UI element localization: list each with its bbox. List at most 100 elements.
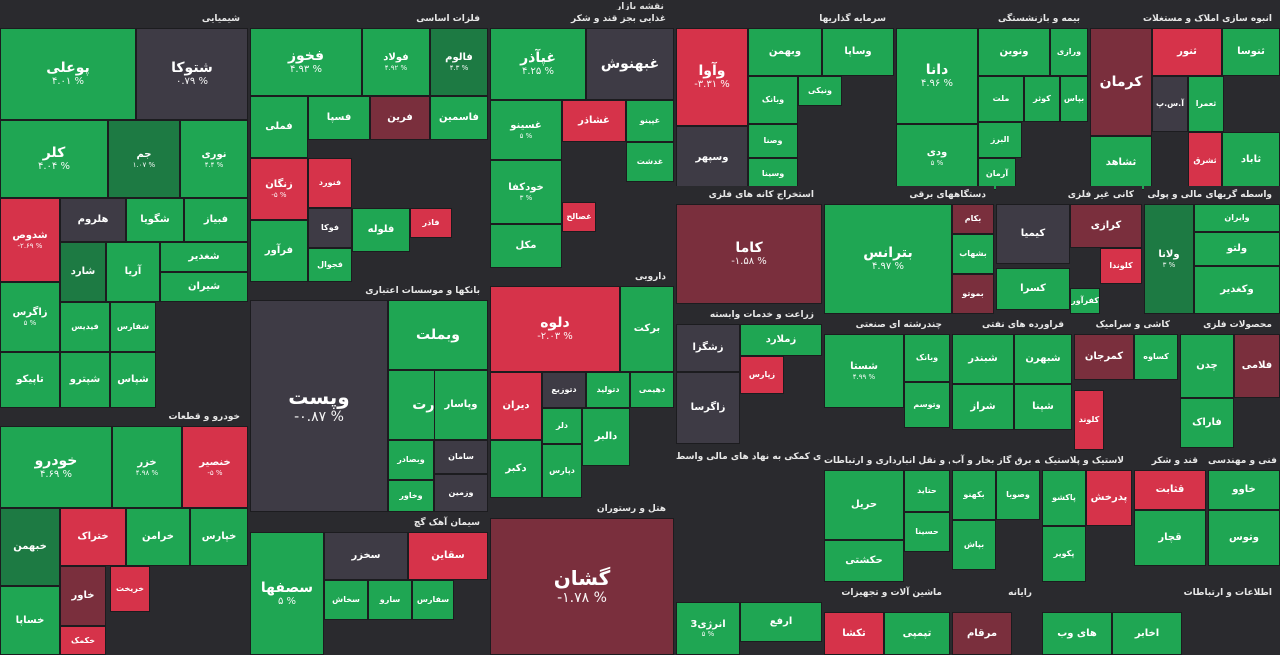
stock-tile[interactable]: خاوو bbox=[1208, 470, 1280, 510]
stock-tile[interactable]: پاکشو bbox=[1042, 470, 1086, 526]
stock-tile[interactable]: زاگرس ۵ % bbox=[0, 282, 60, 352]
stock-tile[interactable]: کلوندا bbox=[1100, 248, 1142, 284]
stock-tile[interactable]: وصنا bbox=[748, 124, 798, 158]
stock-tile[interactable]: وایران bbox=[1194, 204, 1280, 232]
stock-tile[interactable]: سفارس bbox=[412, 580, 454, 620]
stock-tile[interactable]: وتوس bbox=[1208, 510, 1280, 566]
stock-tile[interactable]: ورازی bbox=[1050, 28, 1088, 76]
stock-tile[interactable]: بپاش bbox=[952, 520, 996, 570]
stock-tile[interactable]: فسپا bbox=[308, 96, 370, 140]
stock-tile[interactable]: شپترو bbox=[60, 352, 110, 408]
stock-tile[interactable]: سارو bbox=[368, 580, 412, 620]
stock-tile[interactable]: زپارس bbox=[740, 356, 784, 394]
stock-tile[interactable]: وبانک bbox=[904, 334, 950, 382]
stock-tile[interactable]: وبملت bbox=[388, 300, 488, 370]
stock-tile[interactable]: کاما -۱.۵۸ % bbox=[676, 204, 822, 304]
stock-tile[interactable]: بکام bbox=[952, 204, 994, 234]
stock-tile[interactable]: وکغدیر bbox=[1194, 266, 1280, 314]
stock-tile[interactable]: غسینو ۵ % bbox=[490, 100, 562, 160]
stock-tile[interactable]: فاذر bbox=[410, 208, 452, 238]
stock-tile[interactable]: کرمان bbox=[1090, 28, 1152, 136]
stock-tile[interactable]: دالبر bbox=[582, 408, 630, 466]
stock-tile[interactable]: حتاید bbox=[904, 470, 950, 512]
stock-tile[interactable]: خکمک bbox=[60, 626, 106, 655]
stock-tile[interactable]: البرز bbox=[978, 122, 1022, 158]
stock-tile[interactable]: فلوله bbox=[352, 208, 410, 252]
stock-tile[interactable]: دکبر bbox=[490, 440, 542, 498]
stock-tile[interactable]: وبهمن bbox=[748, 28, 822, 76]
stock-tile[interactable]: نوری ۴.۴ % bbox=[180, 120, 248, 198]
stock-tile[interactable]: ثشرق bbox=[1188, 132, 1222, 190]
stock-tile[interactable]: خساپا bbox=[0, 586, 60, 655]
stock-tile[interactable]: زملارد bbox=[740, 324, 822, 356]
stock-tile[interactable]: دپارس bbox=[542, 444, 582, 498]
stock-tile[interactable]: خنصیر -۵ % bbox=[182, 426, 248, 508]
stock-tile[interactable]: شفارس bbox=[110, 302, 156, 352]
stock-tile[interactable]: خبهمن bbox=[0, 508, 60, 586]
stock-tile[interactable]: غشاذر bbox=[562, 100, 626, 142]
stock-tile[interactable]: پکویر bbox=[1042, 526, 1086, 582]
stock-tile[interactable]: وسینا bbox=[748, 158, 798, 190]
stock-tile[interactable]: بترانس ۴.۹۷ % bbox=[824, 204, 952, 314]
stock-tile[interactable]: فبیاز bbox=[184, 198, 248, 242]
stock-tile[interactable]: ولانا ۳ % bbox=[1144, 204, 1194, 314]
stock-tile[interactable]: آریا bbox=[106, 242, 160, 302]
stock-tile[interactable]: آرمان bbox=[978, 158, 1016, 190]
stock-tile[interactable]: حریل bbox=[824, 470, 904, 540]
stock-tile[interactable]: وبصادر bbox=[388, 440, 434, 480]
stock-tile[interactable]: تاپیکو bbox=[0, 352, 60, 408]
stock-tile[interactable]: وتوسم bbox=[904, 382, 950, 428]
stock-tile[interactable]: فجوال bbox=[308, 248, 352, 282]
stock-tile[interactable]: شبهرن bbox=[1014, 334, 1072, 384]
stock-tile[interactable]: پوعلی ۴.۰۱ % bbox=[0, 28, 136, 120]
stock-tile[interactable]: کلوند bbox=[1074, 390, 1104, 450]
stock-tile[interactable]: آ.س.پ bbox=[1152, 76, 1188, 132]
stock-tile[interactable]: ودی ۵ % bbox=[896, 124, 978, 190]
stock-tile[interactable]: دتوزیع bbox=[542, 372, 586, 408]
stock-tile[interactable]: جم ۱.۰۷ % bbox=[108, 120, 180, 198]
stock-tile[interactable]: کیمیا bbox=[996, 204, 1070, 264]
stock-tile[interactable]: قثابت bbox=[1134, 470, 1206, 510]
stock-tile[interactable]: کمرجان bbox=[1074, 334, 1134, 380]
stock-tile[interactable]: خپارس bbox=[190, 508, 248, 566]
stock-tile[interactable]: خودکفا ۳ % bbox=[490, 160, 562, 224]
stock-tile[interactable]: کلر ۴.۰۴ % bbox=[0, 120, 108, 198]
stock-tile[interactable]: خزر ۴.۹۸ % bbox=[112, 426, 182, 508]
stock-tile[interactable]: دتولید bbox=[586, 372, 630, 408]
stock-tile[interactable]: سخزر bbox=[324, 532, 408, 580]
stock-tile[interactable]: فاراک bbox=[1180, 398, 1234, 448]
stock-tile[interactable]: شپنا bbox=[1014, 384, 1072, 430]
stock-tile[interactable]: شغدیر bbox=[160, 242, 248, 272]
stock-tile[interactable]: فرآور bbox=[250, 220, 308, 282]
stock-tile[interactable]: شگویا bbox=[126, 198, 184, 242]
stock-tile[interactable]: کوثر bbox=[1024, 76, 1060, 122]
stock-tile[interactable]: شراز bbox=[952, 384, 1014, 430]
stock-tile[interactable]: حسینا bbox=[904, 512, 950, 552]
stock-tile[interactable]: ثنور bbox=[1152, 28, 1222, 76]
stock-tile[interactable]: حکشتی bbox=[824, 540, 904, 582]
stock-tile[interactable]: ونیکی bbox=[798, 76, 842, 106]
stock-tile[interactable]: مرقام bbox=[952, 612, 1012, 655]
stock-tile[interactable]: غپینو bbox=[626, 100, 674, 142]
stock-tile[interactable]: دانا ۴.۹۶ % bbox=[896, 28, 978, 124]
stock-tile[interactable]: زشگزا bbox=[676, 324, 740, 372]
stock-tile[interactable]: خرامن bbox=[126, 508, 190, 566]
stock-tile[interactable]: شارد bbox=[60, 242, 106, 302]
stock-tile[interactable]: وسپهر bbox=[676, 126, 748, 190]
stock-tile[interactable]: شدوص -۲.۶۹ % bbox=[0, 198, 60, 282]
stock-tile[interactable]: شبندر bbox=[952, 334, 1014, 384]
stock-tile[interactable]: ثنوسا bbox=[1222, 28, 1280, 76]
stock-tile[interactable]: برکت bbox=[620, 286, 674, 372]
stock-tile[interactable]: ملت bbox=[978, 76, 1024, 122]
stock-tile[interactable]: کرازی bbox=[1070, 204, 1142, 248]
stock-tile[interactable]: سقاین bbox=[408, 532, 488, 580]
stock-tile[interactable]: فنورد bbox=[308, 158, 352, 208]
stock-tile[interactable]: دلوه -۲.۰۳ % bbox=[490, 286, 620, 372]
stock-tile[interactable]: غصالح bbox=[562, 202, 596, 232]
stock-tile[interactable]: سخاش bbox=[324, 580, 368, 620]
stock-tile[interactable]: فوکا bbox=[308, 208, 352, 248]
stock-tile[interactable]: ونوین bbox=[978, 28, 1050, 76]
stock-tile[interactable]: وپاسار bbox=[434, 370, 488, 440]
stock-tile[interactable]: هلروم bbox=[60, 198, 126, 242]
stock-tile[interactable]: بموتو bbox=[952, 274, 994, 314]
